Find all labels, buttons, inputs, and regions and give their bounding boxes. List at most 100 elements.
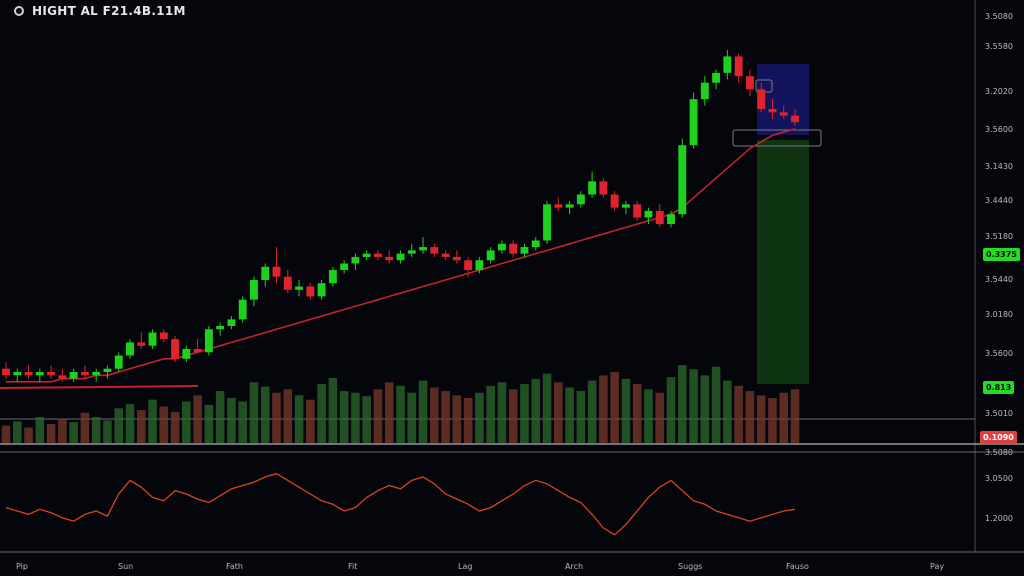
time-tick-label: Suggs <box>678 562 703 571</box>
volume-bar <box>554 382 563 443</box>
volume-bar <box>283 389 293 443</box>
volume-bar <box>193 395 202 443</box>
volume-bar <box>114 408 123 443</box>
volume-bar <box>294 395 304 443</box>
candle-body <box>328 270 337 284</box>
volume-bar <box>317 384 326 443</box>
volume-bar <box>148 399 157 443</box>
volume-bar <box>170 411 180 443</box>
candle-body <box>159 332 168 340</box>
candle-body <box>126 342 134 356</box>
volume-bar <box>69 422 78 443</box>
candle-body <box>47 371 56 376</box>
price-tick-label: 3.5580 <box>985 42 1013 51</box>
volume-bar <box>46 423 56 443</box>
candle-body <box>114 355 123 369</box>
volume-bar <box>396 385 405 443</box>
symbol-logo-icon <box>14 6 24 16</box>
volume-bar <box>587 380 597 443</box>
candle-body <box>385 256 394 261</box>
volume-bar <box>91 417 101 443</box>
support-line <box>0 385 199 389</box>
candle-body <box>283 276 292 290</box>
candle-body <box>700 82 709 100</box>
volume-bar <box>249 382 259 443</box>
candle-body <box>58 375 67 379</box>
volume-bar <box>373 389 383 443</box>
volume-bar <box>520 384 529 443</box>
candle-body <box>757 89 766 110</box>
candle-body <box>475 260 484 271</box>
candle-body <box>734 56 743 77</box>
volume-bar <box>700 375 710 443</box>
candle-body <box>419 247 427 251</box>
candle-body <box>441 253 450 257</box>
candle-body <box>768 109 777 113</box>
oscillator-tick-label: 1.2000 <box>985 514 1013 523</box>
volume-bar <box>542 373 552 443</box>
candle-body <box>204 329 213 353</box>
volume-bar <box>666 377 676 443</box>
volume-bar <box>452 395 462 443</box>
volume-bar <box>790 389 800 443</box>
volume-bar <box>306 399 315 443</box>
volume-tick-label: 3.5010 <box>985 409 1013 418</box>
candle-body <box>791 115 799 123</box>
volume-bar <box>1 425 11 443</box>
candle-body <box>655 210 664 225</box>
target-zone-box <box>757 64 809 135</box>
volume-bar <box>508 389 518 443</box>
candle-body <box>295 286 304 290</box>
volume-bar <box>711 366 721 443</box>
price-tick-label: 3.5080 <box>985 12 1013 21</box>
candle-body <box>565 204 574 208</box>
symbol-title: HIGHT AL F21.4B.11M <box>32 4 186 18</box>
time-tick-label: Fath <box>226 562 243 571</box>
oscillator-tick-label: 3.0500 <box>985 474 1013 483</box>
time-tick-label: Sun <box>118 562 134 571</box>
time-tick-label: Fit <box>348 562 358 571</box>
volume-bar <box>339 391 349 443</box>
candle-body <box>610 194 619 208</box>
candle-body <box>238 299 247 320</box>
oscillator-line <box>5 472 796 536</box>
volume-bar <box>463 397 473 443</box>
volume-badge: 0.1090 <box>980 431 1017 444</box>
price-tick-label: 3.5600 <box>985 349 1013 358</box>
candle-body <box>723 56 732 73</box>
candle-body <box>317 283 326 297</box>
candle-body <box>340 263 349 271</box>
volume-bar <box>576 391 586 443</box>
candle-body <box>531 240 540 248</box>
volume-bar <box>756 395 766 443</box>
candle-body <box>137 342 146 346</box>
volume-bar <box>768 397 777 443</box>
stop-zone-box <box>757 140 809 384</box>
candle-body <box>644 210 653 218</box>
candle-body <box>35 371 44 376</box>
candle-body <box>667 214 675 225</box>
volume-bar <box>441 391 450 443</box>
volume-bar <box>599 375 608 443</box>
candle-body <box>599 181 608 195</box>
candle-body <box>148 332 157 346</box>
candle-body <box>103 368 112 372</box>
volume-bar <box>351 392 360 443</box>
volume-bar <box>215 391 225 443</box>
candle-body <box>306 286 315 297</box>
price-tick-label: 3.5600 <box>985 125 1013 134</box>
candle-body <box>396 253 405 261</box>
lower-price-badge: 0.813 <box>983 381 1015 394</box>
candle-body <box>2 368 10 376</box>
candle-body <box>678 145 687 215</box>
candle-body <box>216 325 225 330</box>
volume-bar <box>260 386 270 443</box>
chart-header: HIGHT AL F21.4B.11M <box>14 2 186 20</box>
volume-bar <box>723 380 732 443</box>
candle-body <box>69 371 78 379</box>
volume-bar <box>497 382 507 443</box>
volume-bar <box>159 406 169 443</box>
volume-bar <box>58 418 67 443</box>
